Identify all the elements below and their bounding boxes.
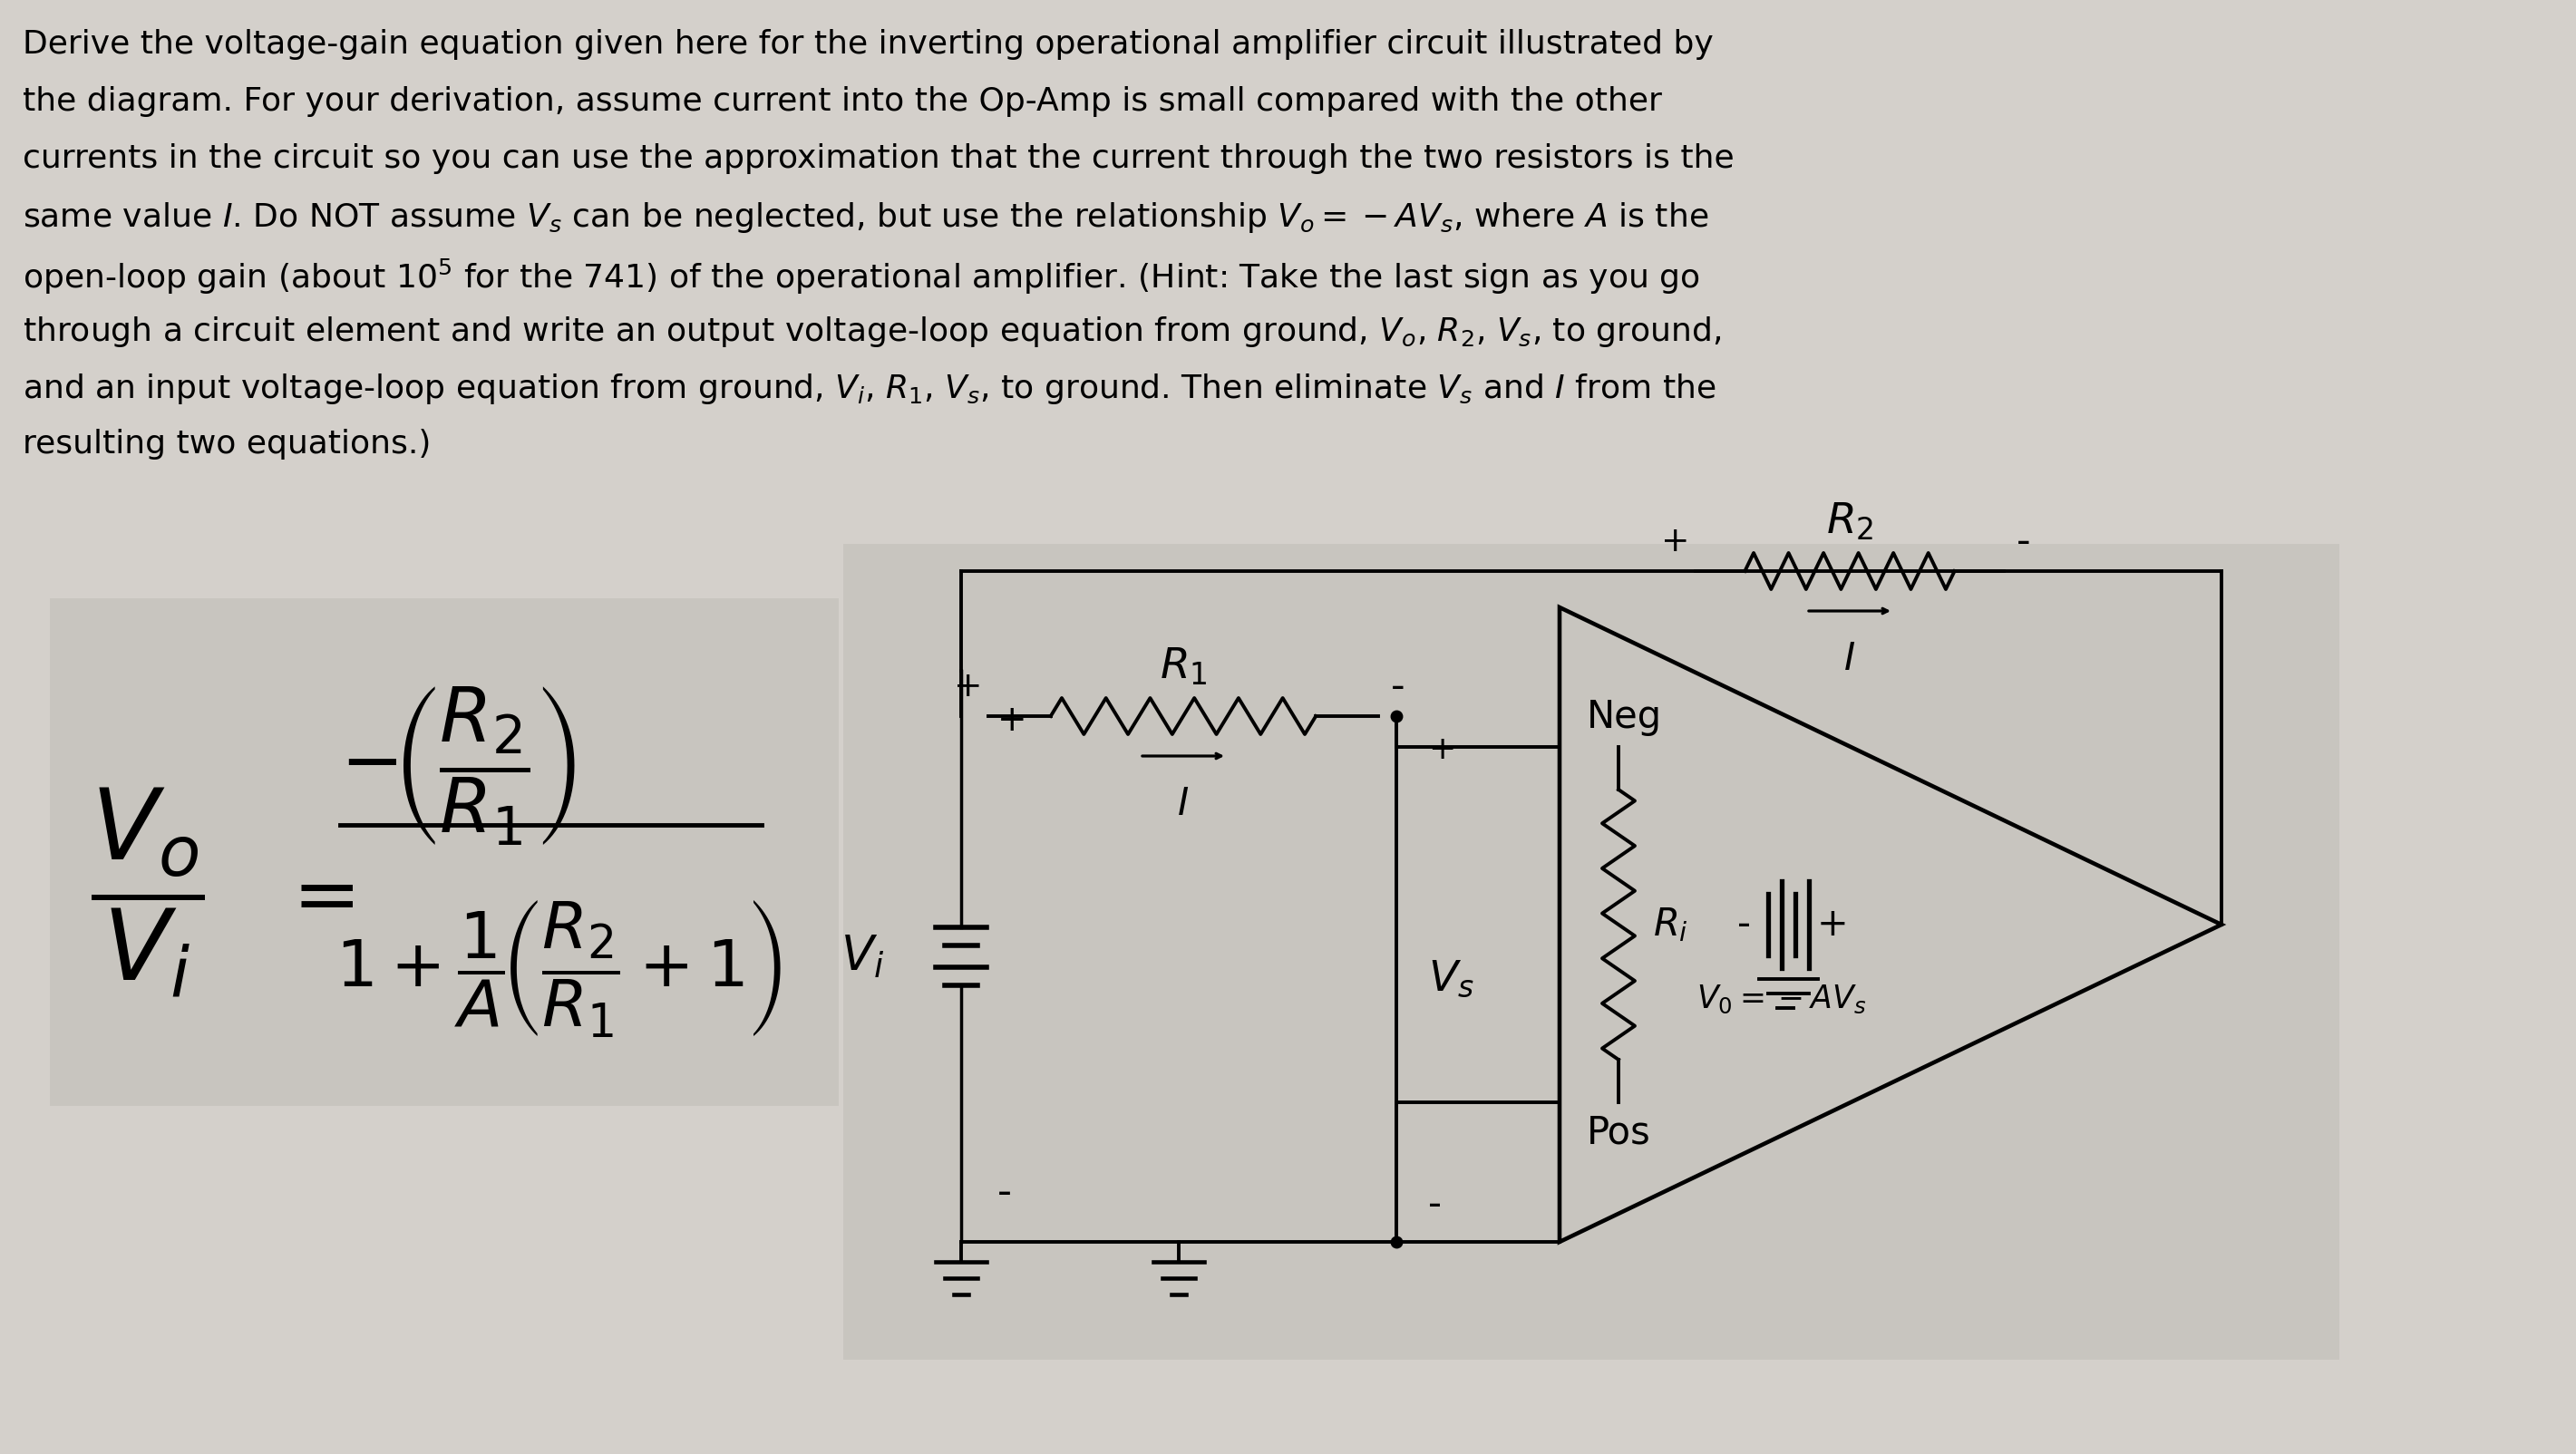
- Text: +: +: [953, 670, 981, 704]
- Text: Neg: Neg: [1587, 698, 1662, 736]
- Text: open-loop gain (about $10^5$ for the 741) of the operational amplifier. (Hint: T: open-loop gain (about $10^5$ for the 741…: [23, 257, 1700, 297]
- Text: resulting two equations.): resulting two equations.): [23, 429, 430, 459]
- Text: $-\!\left(\dfrac{R_2}{R_1}\right)$: $-\!\left(\dfrac{R_2}{R_1}\right)$: [340, 685, 577, 848]
- Text: +: +: [997, 704, 1028, 737]
- Text: Derive the voltage-gain equation given here for the inverting operational amplif: Derive the voltage-gain equation given h…: [23, 29, 1713, 60]
- Text: -: -: [1739, 906, 1752, 944]
- Text: same value $I$. Do NOT assume $V_s$ can be neglected, but use the relationship $: same value $I$. Do NOT assume $V_s$ can …: [23, 201, 1708, 234]
- Text: +: +: [1427, 734, 1455, 765]
- Text: and an input voltage-loop equation from ground, $V_i$, $R_1$, $V_s$, to ground. : and an input voltage-loop equation from …: [23, 372, 1716, 406]
- Text: $R_i$: $R_i$: [1654, 906, 1687, 944]
- Text: $V_s$: $V_s$: [1427, 958, 1473, 999]
- Text: $V_0=-AV_s$: $V_0=-AV_s$: [1698, 983, 1868, 1015]
- Text: -: -: [1427, 1185, 1443, 1224]
- Text: $V_i$: $V_i$: [840, 933, 884, 980]
- Bar: [842, 544, 2339, 1359]
- Text: $I$: $I$: [1844, 640, 1855, 678]
- Text: $=$: $=$: [276, 858, 353, 938]
- Text: +: +: [1816, 906, 1847, 944]
- Text: currents in the circuit so you can use the approximation that the current throug: currents in the circuit so you can use t…: [23, 144, 1734, 174]
- Text: Pos: Pos: [1587, 1114, 1651, 1152]
- Text: $I$: $I$: [1177, 785, 1190, 823]
- Text: $\dfrac{V_o}{V_i}$: $\dfrac{V_o}{V_i}$: [90, 785, 204, 1000]
- Text: $1+\dfrac{1}{A}\!\left(\dfrac{R_2}{R_1}+1\right)$: $1+\dfrac{1}{A}\!\left(\dfrac{R_2}{R_1}+…: [335, 897, 781, 1038]
- Bar: [49, 598, 840, 1106]
- Text: $R_2$: $R_2$: [1826, 502, 1873, 542]
- Text: +: +: [1662, 526, 1690, 558]
- Text: $R_1$: $R_1$: [1159, 647, 1208, 688]
- Text: the diagram. For your derivation, assume current into the Op-Amp is small compar: the diagram. For your derivation, assume…: [23, 86, 1662, 116]
- Text: -: -: [997, 1172, 1012, 1211]
- Text: -: -: [2017, 523, 2030, 561]
- Text: -: -: [1391, 667, 1406, 707]
- Text: through a circuit element and write an output voltage-loop equation from ground,: through a circuit element and write an o…: [23, 314, 1721, 349]
